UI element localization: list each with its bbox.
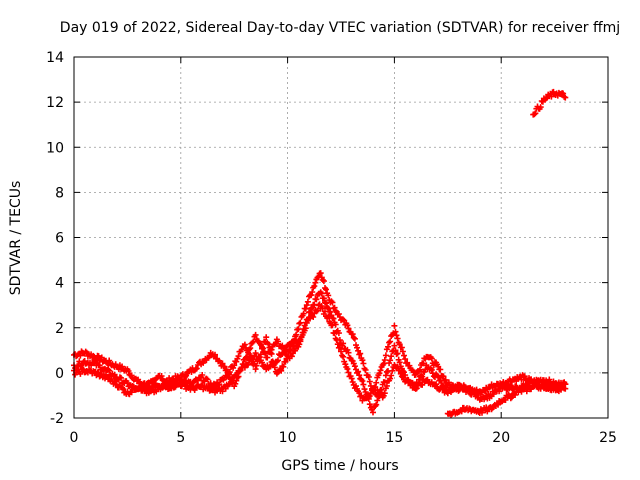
data-series-track-5 [530,88,569,118]
x-axis-label: GPS time / hours [281,458,398,474]
x-tick-label: 15 [385,430,403,446]
y-tick-label: 4 [55,276,64,292]
y-tick-label: 12 [46,95,64,111]
chart-title: Day 019 of 2022, Sidereal Day-to-day VTE… [60,20,620,36]
y-tick-label: 0 [55,366,64,382]
y-axis-label: SDTVAR / TECUs [8,181,24,296]
x-tick-label: 25 [599,430,617,446]
x-tick-label: 20 [492,430,510,446]
x-tick-label: 0 [70,430,79,446]
x-tick-label: 10 [279,430,297,446]
data-markers [71,270,569,396]
x-tick-label: 5 [176,430,185,446]
y-tick-label: 10 [46,140,64,156]
y-tick-label: -2 [50,411,64,427]
y-tick-label: 2 [55,321,64,337]
y-tick-label: 8 [55,185,64,201]
data-markers [530,88,569,118]
axis-ticks: 0 5 10 15 20 25 -2 0 2 4 6 8 10 12 14 [46,50,617,446]
plot-frame [73,56,609,419]
y-tick-label: 6 [55,231,64,247]
y-tick-label: 14 [46,50,64,66]
data-series-track-4 [444,377,569,418]
data-series-track-1 [71,270,569,396]
data-layer [71,88,569,418]
grid [74,57,608,418]
data-markers [444,377,569,418]
